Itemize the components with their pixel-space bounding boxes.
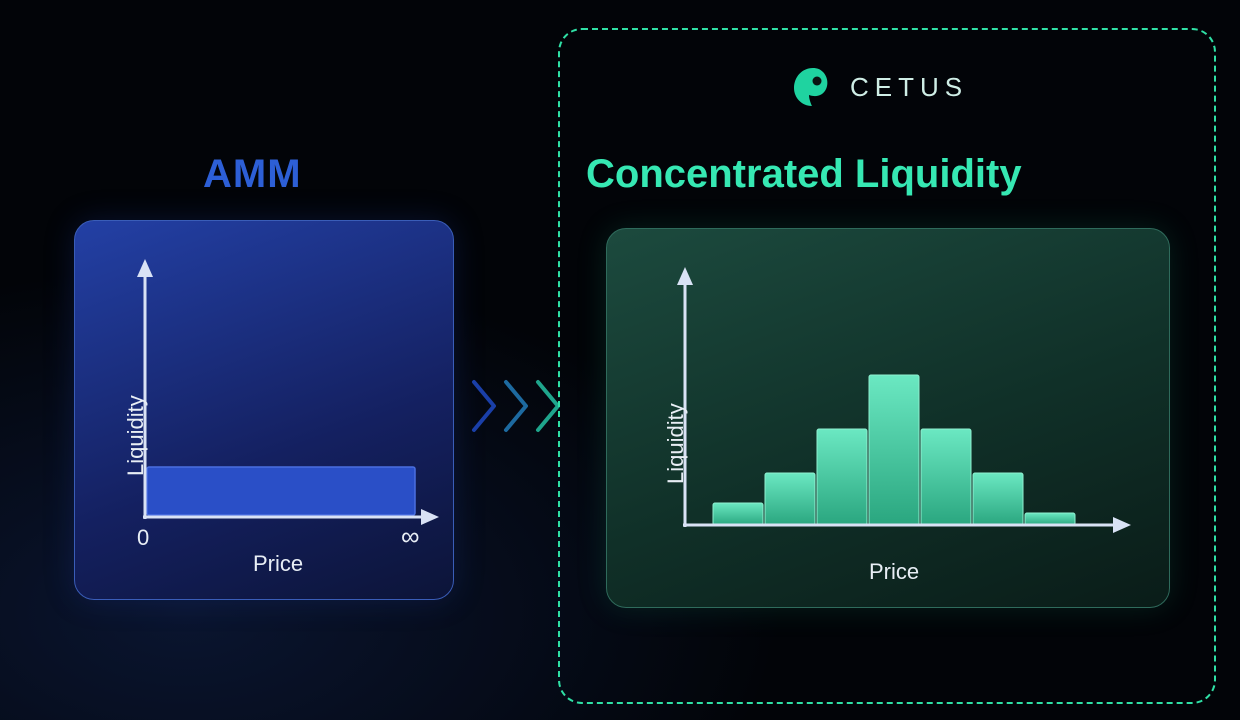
cl-bar-6	[973, 473, 1023, 525]
cl-bar-1	[713, 503, 763, 525]
cl-y-label: Liquidity	[663, 403, 689, 484]
amm-x-arrowhead	[421, 509, 439, 525]
cetus-brand-text: CETUS	[850, 72, 968, 103]
concentrated-chart-svg	[607, 229, 1171, 609]
cl-bar-4	[869, 375, 919, 525]
cl-bar-2	[765, 473, 815, 525]
concentrated-title-text: Concentrated Liquidity	[586, 152, 1022, 196]
amm-y-arrowhead	[137, 259, 153, 277]
concentrated-title: Concentrated Liquidity	[586, 152, 1022, 197]
cetus-brand: CETUS	[790, 64, 968, 110]
cl-bar-3	[817, 429, 867, 525]
cetus-logo-icon	[790, 64, 836, 110]
cl-x-arrowhead	[1113, 517, 1131, 533]
amm-chart-card: Liquidity Price 0 ∞	[74, 220, 454, 600]
chevron-right-icon	[502, 378, 532, 434]
amm-title: AMM	[203, 152, 302, 197]
amm-y-label: Liquidity	[123, 395, 149, 476]
transition-arrows	[470, 378, 564, 434]
diagram-canvas: AMM Liquidity Price 0 ∞	[0, 0, 1240, 720]
chevron-right-icon	[470, 378, 500, 434]
amm-x-tick-inf: ∞	[401, 521, 420, 552]
amm-title-text: AMM	[203, 152, 302, 196]
concentrated-chart-card: Liquidity Price	[606, 228, 1170, 608]
cl-bar-5	[921, 429, 971, 525]
amm-x-tick-0: 0	[137, 525, 149, 551]
cl-bar-7	[1025, 513, 1075, 525]
amm-x-label: Price	[253, 551, 303, 577]
amm-bar	[147, 467, 415, 515]
cl-y-arrowhead	[677, 267, 693, 285]
cl-x-label: Price	[869, 559, 919, 585]
